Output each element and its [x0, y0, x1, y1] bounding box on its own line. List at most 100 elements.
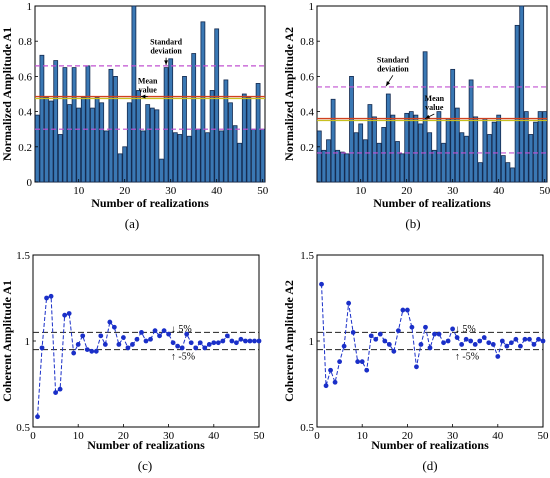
x-tick-label: 40	[208, 430, 220, 442]
x-tick-label: 0	[30, 430, 36, 442]
bar-2	[321, 149, 327, 183]
point-31	[170, 340, 176, 346]
point-14	[93, 348, 99, 354]
bar-46	[241, 93, 247, 183]
bar-15	[99, 102, 105, 183]
bar-32	[177, 134, 183, 183]
point-22	[130, 342, 135, 347]
x-axis-label: Number of realizations	[373, 196, 491, 210]
point-38	[202, 345, 208, 351]
bar-47	[246, 97, 252, 183]
bar-50	[260, 128, 266, 183]
bar-33	[464, 135, 469, 183]
x-tick-label: 30	[447, 185, 459, 197]
point-26	[432, 331, 437, 337]
bar-41	[500, 155, 506, 183]
bar-43	[510, 167, 515, 183]
bar-41	[218, 130, 224, 183]
bar-50	[542, 111, 548, 183]
point-39	[490, 342, 496, 347]
point-35	[472, 342, 478, 347]
bar-43	[228, 102, 233, 183]
annotation-label: Mean	[138, 76, 158, 85]
panel-caption: (b)	[405, 216, 420, 231]
point-34	[468, 338, 474, 344]
bar-32	[459, 132, 465, 183]
point-16	[386, 342, 392, 347]
point-37	[481, 335, 487, 340]
point-6	[57, 386, 63, 392]
bar-9	[71, 67, 77, 183]
x-tick-label: 50	[538, 430, 550, 442]
bar-11	[80, 97, 86, 183]
percent-label: ↓ 5%	[455, 324, 476, 335]
x-tick-label: 40	[492, 430, 504, 442]
x-axis-label: Number of realizations	[91, 196, 209, 210]
bar-3	[326, 139, 331, 183]
point-19	[116, 342, 122, 347]
x-tick-label: 40	[493, 185, 505, 197]
point-9	[355, 359, 361, 365]
bar-7	[344, 153, 350, 183]
bar-27	[154, 109, 160, 183]
bar-15	[381, 127, 387, 183]
bar-47	[528, 134, 534, 183]
arrow-head-icon	[140, 94, 146, 99]
bar-49	[255, 83, 261, 183]
point-2	[39, 345, 45, 351]
y-tick-label: 0.2	[18, 142, 32, 154]
bar-16	[103, 130, 109, 183]
point-2	[323, 383, 329, 389]
point-13	[373, 336, 379, 342]
point-32	[175, 343, 181, 349]
bar-35	[473, 116, 479, 183]
point-8	[350, 330, 356, 335]
point-23	[418, 342, 424, 347]
x-axis-label: Number of realizations	[371, 438, 489, 452]
point-17	[107, 319, 113, 325]
bar-24	[422, 51, 428, 183]
point-12	[368, 333, 374, 339]
bar-38	[487, 134, 492, 183]
y-tick-label: 0.2	[300, 142, 314, 154]
point-24	[139, 330, 144, 335]
x-tick-label: 10	[73, 185, 85, 197]
point-47	[527, 336, 532, 342]
percent-label: ↓ 5%	[171, 324, 192, 335]
point-4	[332, 379, 338, 385]
bar-22	[413, 114, 419, 183]
y-tick-label: 0.5	[300, 422, 314, 434]
bar-48	[533, 121, 538, 183]
bar-17	[390, 114, 396, 183]
bar-39	[491, 121, 497, 183]
point-9	[71, 350, 77, 356]
point-12	[84, 347, 90, 352]
x-tick-label: 20	[402, 430, 414, 442]
bar-21	[126, 102, 132, 183]
arrow-head-icon	[425, 114, 431, 119]
bar-12	[367, 104, 373, 183]
y-tick-label: 0.8	[18, 36, 32, 48]
arrow-head-icon	[164, 60, 169, 65]
x-tick-label: 20	[401, 185, 413, 197]
point-10	[75, 342, 81, 347]
bar-29	[163, 67, 169, 183]
bar-14	[94, 97, 100, 183]
bar-4	[48, 100, 54, 183]
point-20	[405, 307, 410, 313]
bar-37	[482, 118, 488, 183]
bar-48	[251, 128, 256, 183]
annotation-label: deviation	[150, 47, 182, 56]
point-23	[134, 336, 140, 342]
bar-18	[395, 141, 400, 183]
bar-31	[454, 107, 460, 183]
bar-25	[145, 104, 151, 183]
point-35	[188, 340, 194, 346]
percent-label: ↑ -5%	[171, 351, 195, 362]
y-axis-label: Normalized Amplitude A2	[282, 27, 296, 161]
bar-20	[122, 146, 128, 183]
plot-area	[316, 254, 544, 428]
bar-4	[330, 98, 336, 183]
point-13	[89, 348, 95, 354]
point-1	[319, 281, 324, 287]
